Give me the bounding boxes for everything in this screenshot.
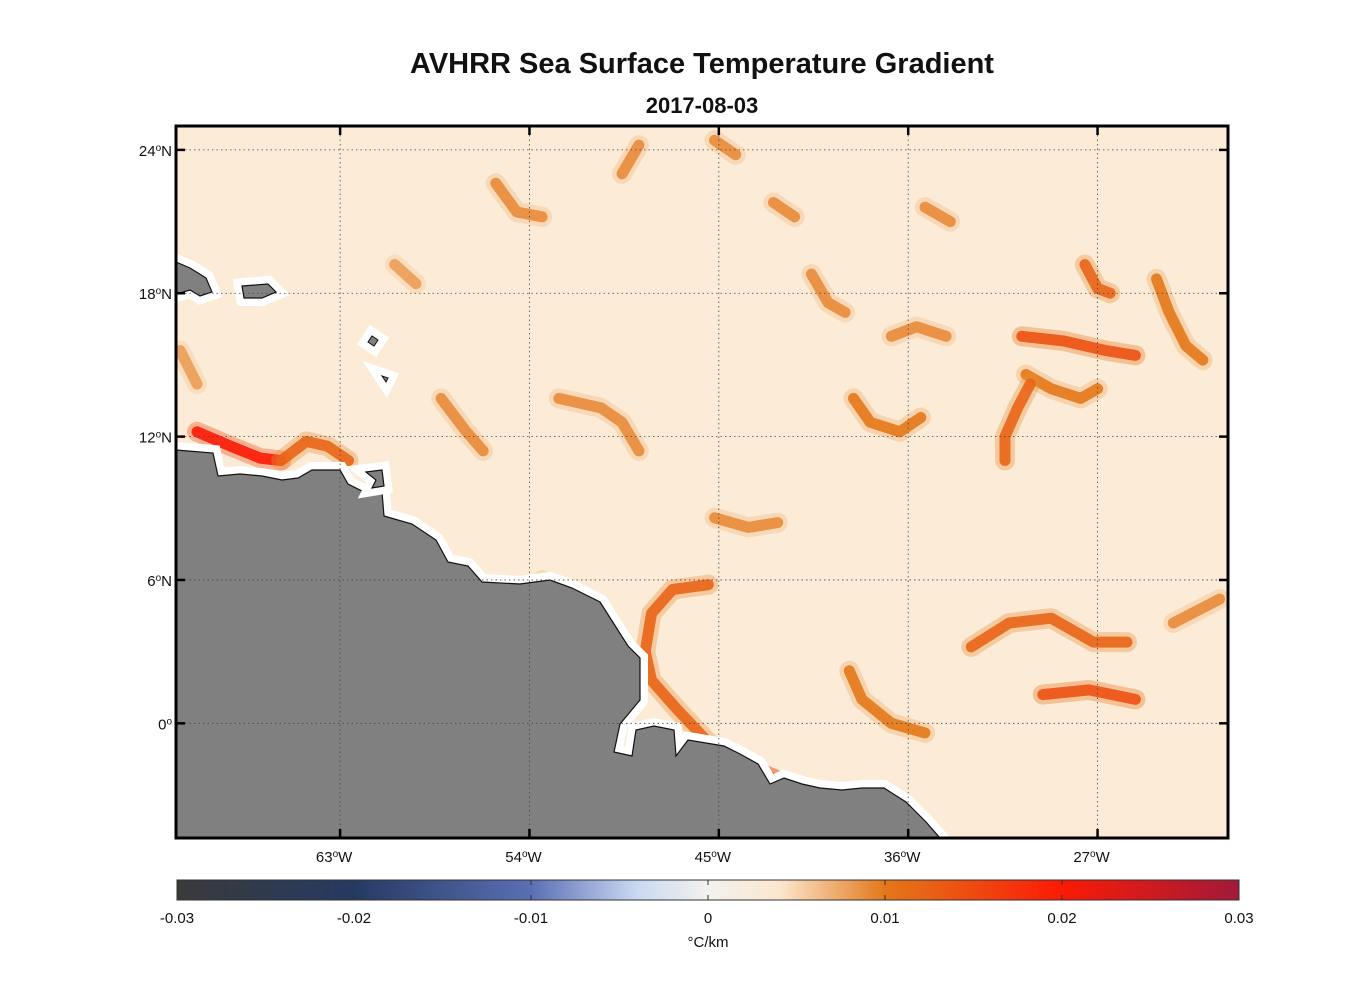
gradient-front [709, 512, 784, 533]
gradient-front [1167, 593, 1226, 629]
gradient-front [1037, 684, 1141, 705]
gradient-front [999, 378, 1036, 466]
colorbar-tick-label: -0.03 [160, 910, 194, 927]
gradient-front [843, 665, 931, 739]
x-tick-label: 63oW [316, 849, 353, 867]
y-tick-label: 0o [158, 716, 172, 734]
map-title: AVHRR Sea Surface Temperature Gradient [410, 48, 994, 80]
colorbar-tick-label: -0.01 [514, 910, 548, 927]
y-tick-label: 12oN [139, 429, 172, 447]
colorbar-ticks [176, 880, 1240, 900]
gradient-front [885, 321, 952, 342]
map-frame [174, 124, 1230, 840]
colorbar-tick-labels: -0.03 -0.02 -0.01 0 0.01 0.02 0.03 [160, 910, 1254, 927]
x-tick-label: 36oW [884, 849, 921, 867]
colorbar-tick-label: -0.02 [337, 910, 371, 927]
trinidad-island [364, 469, 385, 489]
x-tick-label: 45oW [695, 849, 732, 867]
y-tick-label: 24oN [139, 142, 172, 160]
gradient-front [553, 392, 645, 457]
gradient-front [805, 268, 851, 318]
x-tick-label: 27oW [1073, 849, 1110, 867]
x-tick-label: 54oW [505, 849, 542, 867]
gradient-front [848, 392, 927, 438]
colorbar-tick-label: 0 [704, 910, 712, 927]
colorbar-tick-label: 0.02 [1047, 910, 1076, 927]
gradient-front [275, 435, 354, 466]
graticule [176, 126, 1228, 838]
gradient-front [435, 392, 489, 457]
south-america-landmass [176, 449, 941, 838]
y-tick-label: 6oN [147, 572, 172, 590]
y-tick-label: 18oN [139, 286, 172, 304]
colorbar-tick-label: 0.03 [1224, 910, 1253, 927]
gradient-front [919, 201, 956, 228]
gradient-front [176, 345, 203, 390]
guadeloupe-island [367, 335, 379, 347]
gradient-front [1020, 369, 1104, 404]
gradient-front [389, 259, 422, 290]
map-subtitle: 2017-08-03 [645, 93, 759, 118]
gradient-front [1016, 330, 1141, 361]
axis-labels: 63oW 54oW 45oW 36oW 27oW 24oN 18oN 12oN 6oN 0o [139, 142, 1111, 866]
gradient-front [490, 177, 548, 223]
gradient-front [191, 426, 287, 466]
puerto-rico-island [241, 283, 278, 299]
colorbar-tick-label: 0.01 [870, 910, 899, 927]
gradient-front [1151, 273, 1209, 366]
axis-ticks [176, 126, 1228, 838]
land-layer [176, 253, 951, 838]
gradient-front [965, 612, 1133, 653]
colorbar-unit-label: °C/km [688, 934, 729, 951]
gradient-front [709, 134, 742, 161]
gradient-front [768, 197, 801, 223]
colorbar: -0.03 -0.02 -0.01 0 0.01 0.02 0.03 °C/km [160, 879, 1254, 951]
martinique-island [380, 375, 389, 383]
